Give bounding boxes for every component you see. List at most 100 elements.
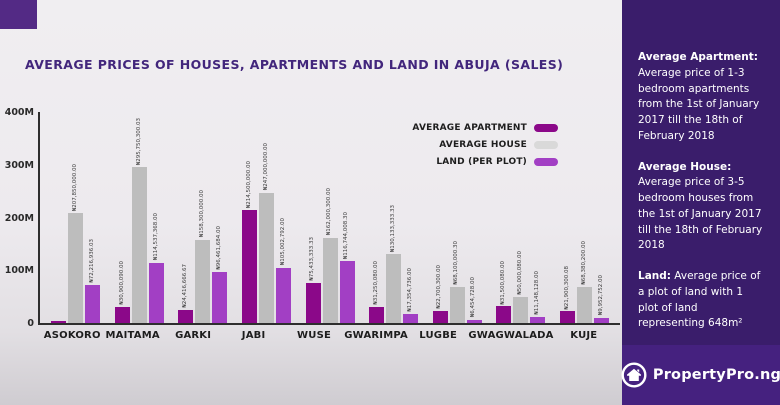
bar	[195, 239, 211, 323]
bar-group-asokoro: ₦207,850,000.00 ₦72,216,936.03	[44, 112, 108, 323]
bar-value-label: ₦75,433,333.33	[309, 237, 316, 282]
bar-column: ₦22,700,300.00	[432, 112, 448, 323]
bar	[275, 267, 291, 323]
legend-label: AVERAGE HOUSE	[439, 140, 527, 150]
bar	[559, 311, 575, 323]
bar-column: ₦247,000,000.00	[258, 112, 274, 323]
bar	[466, 319, 482, 323]
bar-column: ₦50,000,080.00	[513, 112, 529, 323]
bar-value-label: ₦207,850,000.00	[72, 164, 79, 212]
bar-column: ₦68,380,200.00	[576, 112, 592, 323]
bar-group-kuje: ₦21,900,300.08 ₦68,380,200.00 ₦9,952,752.0…	[553, 112, 617, 323]
y-tick-label: 300M	[4, 159, 34, 171]
bar-value-label: ₦68,100,000.30	[453, 241, 460, 286]
bar	[51, 320, 67, 323]
bar-column: ₦207,850,000.00	[68, 112, 84, 323]
y-tick-label: 0	[27, 318, 34, 329]
bar-value-label: ₦130,133,333.33	[389, 205, 396, 253]
bar-group-jabi: ₦214,500,000.00 ₦247,000,000.00 ₦105,002,7…	[235, 112, 299, 323]
bar-column: ₦162,000,300.00	[322, 112, 338, 323]
bar-column: ₦105,002,792.00	[275, 112, 291, 323]
bar	[593, 317, 609, 323]
x-axis-label-jabi: JABI	[241, 330, 266, 341]
bar	[449, 287, 465, 323]
x-axis-label-gwagwalada: GWAGWALADA	[468, 330, 554, 341]
bar-value-label: ₦214,500,000.00	[245, 160, 252, 208]
y-tick-label: 200M	[4, 212, 34, 224]
bar-column: ₦24,416,666.67	[178, 112, 194, 323]
bar-value-label: ₦105,002,792.00	[279, 218, 286, 266]
bar	[85, 284, 101, 323]
legend-row: AVERAGE APARTMENT	[408, 123, 558, 133]
bar-group-gwagwalada: ₦31,500,080.00 ₦50,000,080.00 ₦11,148,128.…	[489, 112, 553, 323]
bar-column: ₦68,100,000.30	[449, 112, 465, 323]
bar-column: ₦21,900,300.08	[559, 112, 575, 323]
bar-column: ₦11,148,128.00	[530, 112, 546, 323]
x-axis-label-maitama: MAITAMA	[105, 330, 160, 341]
legend-swatch	[534, 124, 558, 132]
bar	[241, 209, 257, 323]
bar-column: ₦75,433,333.33	[305, 112, 321, 323]
bar-value-label: ₦22,700,300.00	[436, 265, 443, 310]
bar	[339, 261, 355, 323]
x-axis-labels: ASOKORO MAITAMA GARKI JABI WUSE GWARIMPA LUGBE…	[38, 330, 618, 341]
x-axis-label-asokoro: ASOKORO	[43, 330, 101, 341]
legend-row: LAND (PER PLOT)	[408, 157, 558, 167]
bar-value-label: ₦17,354,736.00	[406, 268, 413, 312]
bar	[322, 237, 338, 323]
bar	[386, 254, 402, 323]
bar-group-maitama: ₦30,900,090.00 ₦295,750,300.03 ₦114,537,36…	[108, 112, 172, 323]
bar-value-label: ₦9,952,752.00	[597, 275, 604, 316]
bar-value-label: ₦114,537,368.00	[152, 213, 159, 261]
bar-column: ₦295,750,300.03	[131, 112, 147, 323]
bar-value-label: ₦68,380,200.00	[580, 241, 587, 285]
bar	[513, 296, 529, 323]
bar-value-label: ₦30,900,090.00	[118, 260, 125, 305]
bar-column: ₦17,354,736.00	[403, 112, 419, 323]
brand-name: PropertyPro.ng	[652, 367, 780, 383]
bar-value-label: ₦6,454,728.00	[470, 277, 477, 318]
bar-value-label: ₦24,416,666.67	[182, 264, 189, 309]
bar-value-label: ₦295,750,300.03	[135, 117, 142, 165]
bar-value-label: ₦72,216,936.03	[89, 239, 96, 283]
bar-value-label: ₦31,250,080.00	[372, 260, 379, 305]
bar-column: ₦72,216,936.03	[85, 112, 101, 323]
legend-label: AVERAGE APARTMENT	[412, 123, 527, 133]
bar	[212, 272, 228, 323]
plot-area: ₦207,850,000.00 ₦72,216,936.03 ₦30,900,090…	[38, 112, 620, 325]
logo-band: PropertyPro.ng	[621, 345, 780, 405]
x-axis-label-wuse: WUSE	[297, 330, 332, 341]
bar-value-label: ₦11,148,128.00	[533, 271, 540, 316]
bar-column: ₦158,300,000.00	[195, 112, 211, 323]
legend-swatch	[534, 141, 558, 149]
corner-decoration	[0, 0, 37, 29]
bar-column: ₦31,500,080.00	[496, 112, 512, 323]
legend-swatch	[534, 158, 558, 166]
sidebar: Average Apartment: Average price of 1-3 …	[621, 0, 780, 405]
definition-lead: Average Apartment:	[638, 51, 758, 63]
bar	[258, 192, 274, 323]
bar-value-label: ₦96,461,684.00	[216, 226, 223, 271]
bar-value-label: ₦158,300,000.00	[199, 190, 206, 238]
bar-column: ₦214,500,000.00	[241, 112, 257, 323]
definition-paragraph: Average House: Average price of 3-5 bedr…	[638, 160, 763, 252]
bar-column: ₦9,952,752.00	[593, 112, 609, 323]
bar-column: ₦31,250,080.00	[369, 112, 385, 323]
bar-column	[51, 112, 67, 323]
bar-column: ₦6,454,728.00	[466, 112, 482, 323]
bar-column: ₦30,900,090.00	[114, 112, 130, 323]
definition-lead: Land:	[638, 270, 671, 282]
bar-value-label: ₦162,000,300.00	[326, 188, 333, 236]
bar	[496, 306, 512, 323]
bar-value-label: ₦116,744,008.30	[343, 212, 350, 260]
bar	[114, 306, 130, 323]
bar	[68, 213, 84, 323]
bar-group-lugbe: ₦22,700,300.00 ₦68,100,000.30 ₦6,454,728.0…	[425, 112, 489, 323]
bar-value-label: ₦31,500,080.00	[499, 260, 506, 305]
bar	[178, 310, 194, 323]
y-tick-label: 400M	[4, 107, 34, 118]
bar-value-label: ₦21,900,300.08	[563, 265, 570, 310]
bar-column: ₦96,461,684.00	[212, 112, 228, 323]
bar-group-garki: ₦24,416,666.67 ₦158,300,000.00 ₦96,461,684…	[171, 112, 235, 323]
